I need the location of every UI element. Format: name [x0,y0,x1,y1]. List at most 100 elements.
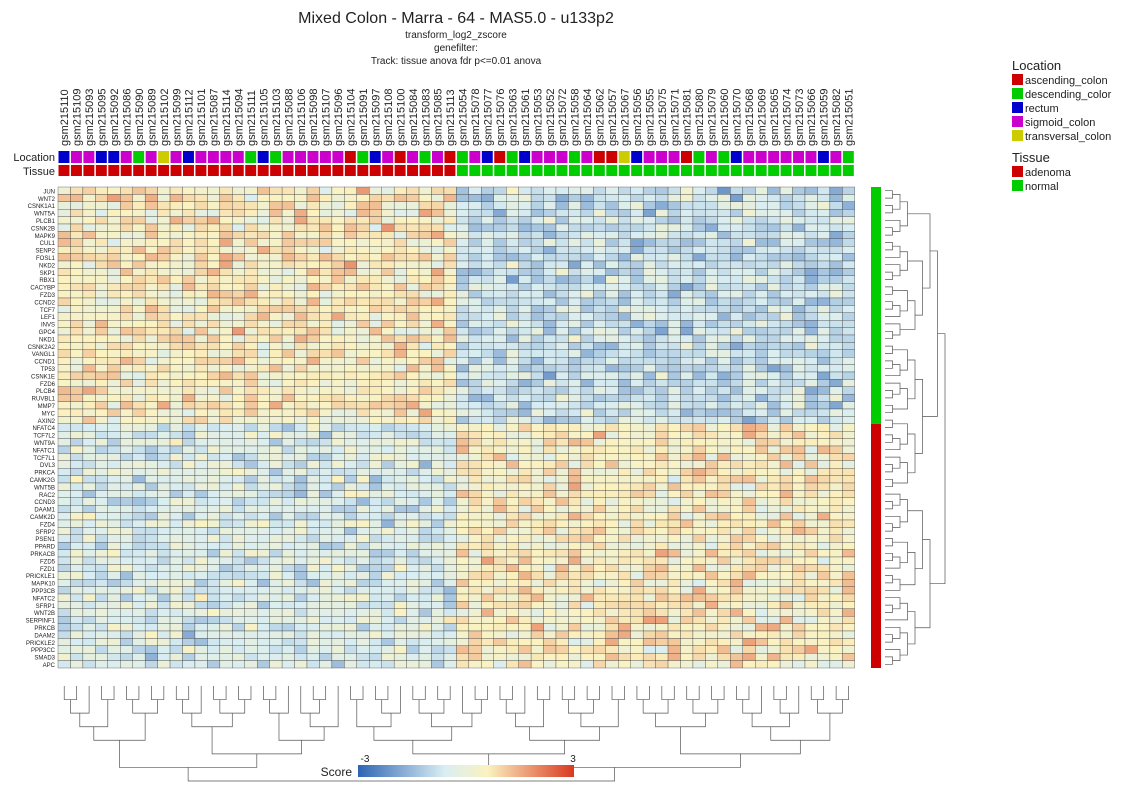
heatmap-cell [593,482,606,491]
heatmap-cell [331,460,345,469]
tissue-cell [83,165,95,176]
heatmap-cell [593,320,606,328]
heatmap-cell [605,253,619,262]
heatmap-cell [132,431,146,439]
heatmap-cell [618,608,631,617]
heatmap-cell [431,460,445,469]
heatmap-cell [443,616,457,624]
heatmap-cell [842,468,855,476]
heatmap-cell [779,593,793,602]
row-dendrogram-branch [885,404,893,414]
sample-label: gsm215113 [445,89,457,146]
heatmap-cell [319,630,333,639]
heatmap-cell [792,616,806,624]
heatmap-cell [642,475,656,484]
heatmap-cell [381,542,395,550]
heatmap-cell [232,186,245,195]
heatmap-cell [642,482,656,491]
heatmap-cell [717,320,731,328]
heatmap-cell [157,364,171,373]
heatmap-cell [182,379,196,387]
heatmap-cell [555,445,569,454]
heatmap-cell [730,401,743,410]
heatmap-cell [281,312,295,321]
heatmap-cell [792,253,806,262]
heatmap-cell [157,497,171,506]
heatmap-cell [406,512,420,521]
heatmap-cell [306,571,320,580]
heatmap-cell [120,527,133,535]
heatmap-cell [132,623,146,632]
heatmap-cell [580,408,594,417]
heatmap-cell [70,519,84,528]
heatmap-cell [257,386,270,395]
heatmap-cell [443,320,457,328]
heatmap-cell [804,201,818,210]
heatmap-cell [319,431,333,439]
heatmap-cell [257,453,270,461]
heatmap-cell [530,512,544,521]
heatmap-cell [244,305,258,313]
heatmap-cell [593,201,606,210]
heatmap-cell [182,431,196,439]
heatmap-cell [57,327,71,336]
heatmap-cell [705,379,719,387]
heatmap-cell [767,364,781,373]
heatmap-cell [369,401,382,410]
heatmap-cell [107,246,121,254]
tissue-cell [755,165,767,176]
heatmap-cell [555,275,569,284]
heatmap-cell [642,423,656,432]
heatmap-cell [543,305,557,313]
heatmap-cell [57,305,71,313]
tissue-cell [730,165,742,176]
heatmap-cell [717,556,731,565]
heatmap-cell [667,186,681,195]
heatmap-cell [829,645,843,654]
gene-label: PRKCB [34,626,55,632]
heatmap-cell [555,623,569,632]
row-dendrogram-branch [892,290,908,312]
sample-label: gsm215069 [756,89,768,147]
heatmap-cell [630,194,644,202]
heatmap-cell [804,564,818,572]
heatmap-cell [730,645,743,654]
heatmap-cell [257,320,270,328]
heatmap-cell [742,275,756,284]
heatmap-cell [817,571,831,580]
heatmap-cell [319,638,333,646]
heatmap-cell [269,608,283,617]
heatmap-cell [580,194,594,202]
heatmap-cell [543,223,557,232]
heatmap-cell [120,505,133,513]
heatmap-cell [207,408,221,417]
heatmap-cell [232,482,245,491]
heatmap-cell [244,586,258,595]
heatmap-cell [493,305,507,313]
heatmap-cell [767,260,781,269]
heatmap-cell [779,490,793,498]
heatmap-cell [182,186,196,195]
heatmap-cell [232,623,245,632]
heatmap-cell [207,645,221,654]
heatmap-cell [580,246,594,254]
heatmap-cell [70,260,84,269]
heatmap-cell [144,223,158,232]
heatmap-cell [369,349,382,358]
heatmap-cell [157,593,171,602]
heatmap-cell [655,401,669,410]
heatmap-cell [568,638,582,646]
heatmap-cell [580,564,594,572]
sample-label: gsm215087 [209,89,221,147]
heatmap-cell [618,349,631,358]
heatmap-cell [680,416,694,424]
sample-label: gsm215063 [507,89,519,147]
heatmap-cell [281,431,295,439]
heatmap-cell [95,268,108,276]
heatmap-cell [543,482,557,491]
heatmap-cell [618,623,631,632]
heatmap-cell [804,253,818,262]
heatmap-cell [281,401,295,410]
heatmap-cell [70,238,84,247]
heatmap-cell [655,305,669,313]
